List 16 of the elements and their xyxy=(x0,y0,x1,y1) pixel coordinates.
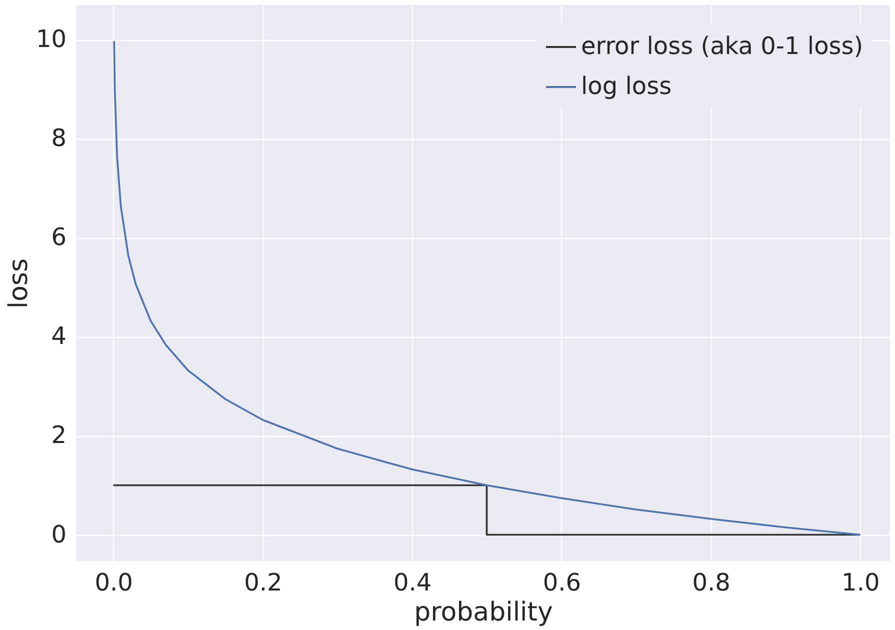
y-tick-label: 10 xyxy=(36,25,66,54)
x-axis-title: probability xyxy=(414,598,553,628)
legend-label: error loss (aka 0-1 loss) xyxy=(581,32,864,60)
x-tick-label: 0.2 xyxy=(244,568,282,596)
y-tick-label: 2 xyxy=(51,421,66,450)
legend-label: log loss xyxy=(581,72,672,100)
y-tick-label: 6 xyxy=(51,223,66,252)
y-axis-title: loss xyxy=(4,258,34,309)
x-tick-label: 0.8 xyxy=(692,568,730,596)
y-tick-label: 4 xyxy=(51,322,66,350)
x-tick-label: 1.0 xyxy=(842,568,880,596)
x-tick-label: 0.6 xyxy=(542,568,581,596)
x-tick-label: 0.4 xyxy=(393,568,432,596)
y-tick-label: 8 xyxy=(51,124,66,152)
x-tick-label: 0.0 xyxy=(94,568,133,596)
y-tick-label: 0 xyxy=(51,520,66,548)
